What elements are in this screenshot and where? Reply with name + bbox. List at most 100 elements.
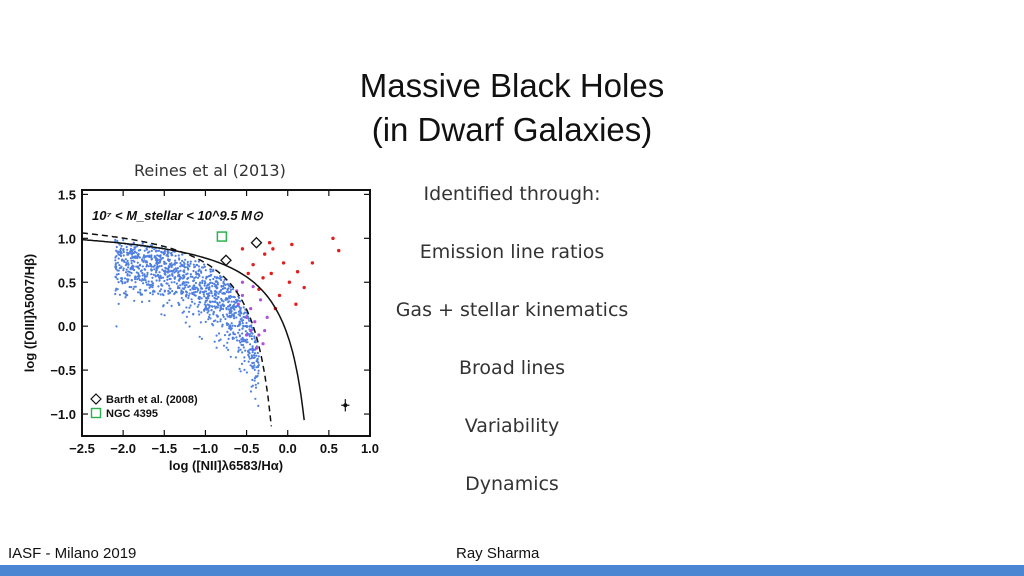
sf-point <box>137 267 141 270</box>
sf-point <box>253 352 257 355</box>
sf-point <box>134 281 137 284</box>
sf-point <box>162 253 165 256</box>
sf-point <box>232 315 235 318</box>
sf-point <box>220 307 223 311</box>
sf-point <box>122 292 126 295</box>
sf-point <box>174 254 177 257</box>
sf-point <box>141 258 144 261</box>
y-tick-label: 1.0 <box>58 231 76 246</box>
sf-point <box>205 284 209 287</box>
sf-point <box>141 242 144 245</box>
sf-point <box>183 262 186 265</box>
sf-point <box>206 303 209 306</box>
sf-point <box>226 288 229 291</box>
sf-point <box>159 293 162 296</box>
sf-point <box>229 311 233 314</box>
sf-point <box>227 348 230 351</box>
sf-point <box>128 271 131 274</box>
sf-point <box>203 284 206 287</box>
sf-point <box>180 289 183 292</box>
sf-point <box>244 349 247 352</box>
sf-point <box>120 277 123 280</box>
sf-point <box>151 284 154 287</box>
sf-point <box>166 301 169 304</box>
sf-point <box>240 343 243 346</box>
sf-point <box>162 294 165 297</box>
sf-point <box>184 286 187 289</box>
sf-point <box>230 327 233 330</box>
sf-point <box>204 320 207 323</box>
x-tick-label: 0.5 <box>320 441 338 456</box>
sf-point <box>217 296 220 299</box>
sf-point <box>234 356 237 359</box>
sf-point <box>114 292 117 296</box>
sf-point <box>186 272 189 275</box>
sf-point <box>158 279 161 282</box>
sf-point <box>146 261 149 264</box>
sf-point <box>191 300 194 303</box>
sf-point <box>151 282 155 285</box>
sf-point <box>230 314 233 317</box>
sf-point <box>223 304 226 307</box>
sf-point <box>114 265 117 268</box>
agn-point <box>277 293 282 298</box>
sf-point <box>133 247 136 250</box>
bottom-accent-bar <box>0 565 1024 576</box>
sf-point <box>209 274 212 277</box>
sf-point <box>214 285 217 288</box>
sf-point <box>225 308 228 311</box>
sf-point <box>119 254 123 258</box>
sf-point <box>211 285 214 288</box>
sf-point <box>141 271 144 275</box>
sf-point <box>237 346 240 349</box>
sf-point <box>125 263 128 266</box>
sf-point <box>254 386 258 389</box>
sf-point <box>129 257 132 260</box>
sf-point <box>249 343 252 346</box>
sf-point <box>158 290 161 293</box>
errorbar-point <box>343 403 348 408</box>
sf-point <box>216 287 219 290</box>
sf-point <box>163 272 166 275</box>
sf-point <box>153 255 156 258</box>
sf-point <box>250 324 253 327</box>
sf-point <box>165 262 168 265</box>
sf-point <box>150 249 153 252</box>
sf-point <box>229 303 232 306</box>
sf-point <box>126 280 129 283</box>
sf-point <box>206 311 209 314</box>
sf-point <box>144 255 147 258</box>
sf-point <box>187 310 191 313</box>
sf-point <box>160 283 163 286</box>
sf-point <box>184 281 187 284</box>
sf-point <box>149 285 152 288</box>
sf-point <box>189 304 192 307</box>
sf-point <box>157 249 160 252</box>
sf-point <box>240 362 244 365</box>
sf-point <box>207 318 210 321</box>
sf-point <box>208 292 211 295</box>
sf-point <box>117 253 120 256</box>
sf-point <box>128 285 131 289</box>
sf-point <box>253 335 256 338</box>
sf-point <box>129 267 132 270</box>
sf-point <box>138 278 141 281</box>
sf-point <box>203 265 206 268</box>
sf-point <box>250 337 253 341</box>
sf-point <box>213 305 216 308</box>
sf-point <box>251 361 254 365</box>
sf-point <box>246 341 249 344</box>
sf-point <box>197 272 200 275</box>
sf-point <box>223 334 227 337</box>
sf-point <box>171 270 174 273</box>
sf-point <box>196 276 200 279</box>
sf-point <box>200 286 203 289</box>
sf-point <box>253 379 256 382</box>
sf-point <box>230 295 233 298</box>
sf-point <box>139 263 142 266</box>
sf-point <box>163 279 166 283</box>
sf-point <box>116 261 119 264</box>
x-tick-label: −1.5 <box>151 441 177 456</box>
sf-point <box>126 248 129 251</box>
sf-point <box>230 300 233 303</box>
